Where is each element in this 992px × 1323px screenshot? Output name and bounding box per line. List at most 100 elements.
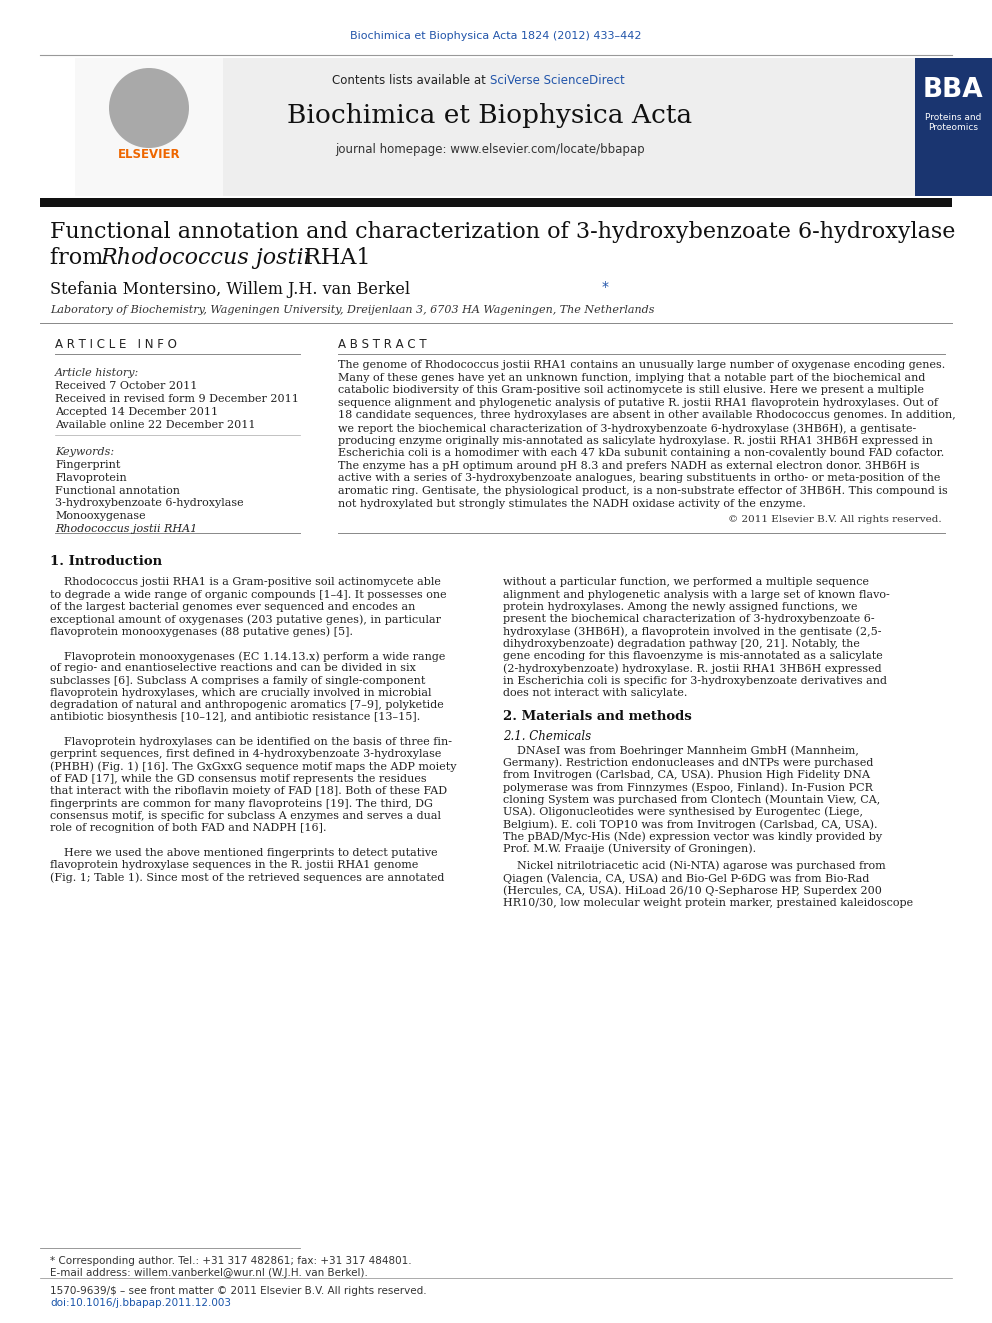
Text: catabolic biodiversity of this Gram-positive soil actinomycete is still elusive.: catabolic biodiversity of this Gram-posi…: [338, 385, 924, 396]
Text: does not interact with salicylate.: does not interact with salicylate.: [503, 688, 687, 699]
Text: ELSEVIER: ELSEVIER: [118, 148, 181, 161]
Bar: [40, 198, 952, 206]
Text: degradation of natural and anthropogenic aromatics [7–9], polyketide: degradation of natural and anthropogenic…: [50, 700, 443, 710]
Text: E-mail address: willem.vanberkel@wur.nl (W.J.H. van Berkel).: E-mail address: willem.vanberkel@wur.nl …: [50, 1267, 368, 1278]
Text: cloning System was purchased from Clontech (Mountain View, CA,: cloning System was purchased from Clonte…: [503, 794, 880, 804]
Text: 18 candidate sequences, three hydroxylases are absent in other available Rhodoco: 18 candidate sequences, three hydroxylas…: [338, 410, 955, 421]
Text: alignment and phylogenetic analysis with a large set of known flavo-: alignment and phylogenetic analysis with…: [503, 590, 890, 599]
Text: Escherichia coli is a homodimer with each 47 kDa subunit containing a non-covale: Escherichia coli is a homodimer with eac…: [338, 448, 944, 458]
Text: © 2011 Elsevier B.V. All rights reserved.: © 2011 Elsevier B.V. All rights reserved…: [728, 515, 942, 524]
Text: The pBAD/Myc-His (Nde) expression vector was kindly provided by: The pBAD/Myc-His (Nde) expression vector…: [503, 831, 882, 841]
Text: in Escherichia coli is specific for 3-hydroxybenzoate derivatives and: in Escherichia coli is specific for 3-hy…: [503, 676, 887, 685]
Text: Biochimica et Biophysica Acta: Biochimica et Biophysica Acta: [288, 102, 692, 127]
Text: Flavoprotein hydroxylases can be identified on the basis of three fin-: Flavoprotein hydroxylases can be identif…: [50, 737, 452, 747]
Text: Keywords:: Keywords:: [55, 447, 114, 456]
Text: antibiotic biosynthesis [10–12], and antibiotic resistance [13–15].: antibiotic biosynthesis [10–12], and ant…: [50, 713, 421, 722]
Text: Qiagen (Valencia, CA, USA) and Bio-Gel P-6DG was from Bio-Rad: Qiagen (Valencia, CA, USA) and Bio-Gel P…: [503, 873, 869, 884]
Text: Here we used the above mentioned fingerprints to detect putative: Here we used the above mentioned fingerp…: [50, 848, 437, 857]
Text: protein hydroxylases. Among the newly assigned functions, we: protein hydroxylases. Among the newly as…: [503, 602, 857, 611]
Bar: [915, 58, 992, 196]
Text: not hydroxylated but strongly stimulates the NADH oxidase activity of the enzyme: not hydroxylated but strongly stimulates…: [338, 499, 806, 508]
Text: Rhodococcus jostii RHA1 is a Gram-positive soil actinomycete able: Rhodococcus jostii RHA1 is a Gram-positi…: [50, 577, 440, 587]
Text: The enzyme has a pH optimum around pH 8.3 and prefers NADH as external electron : The enzyme has a pH optimum around pH 8.…: [338, 460, 920, 471]
Text: gene encoding for this flavoenzyme is mis-annotated as a salicylate: gene encoding for this flavoenzyme is mi…: [503, 651, 883, 662]
Text: A B S T R A C T: A B S T R A C T: [338, 337, 427, 351]
Text: flavoprotein hydroxylases, which are crucially involved in microbial: flavoprotein hydroxylases, which are cru…: [50, 688, 432, 699]
Text: (Hercules, CA, USA). HiLoad 26/10 Q-Sepharose HP, Superdex 200: (Hercules, CA, USA). HiLoad 26/10 Q-Seph…: [503, 885, 882, 896]
Bar: [75, 58, 915, 196]
Text: from Invitrogen (Carlsbad, CA, USA). Phusion High Fidelity DNA: from Invitrogen (Carlsbad, CA, USA). Phu…: [503, 770, 870, 781]
Text: fingerprints are common for many flavoproteins [19]. The third, DG: fingerprints are common for many flavopr…: [50, 799, 433, 808]
Text: that interact with the riboflavin moiety of FAD [18]. Both of these FAD: that interact with the riboflavin moiety…: [50, 786, 447, 796]
Text: Prof. M.W. Fraaije (University of Groningen).: Prof. M.W. Fraaije (University of Gronin…: [503, 844, 756, 855]
Text: USA). Oligonucleotides were synthesised by Eurogentec (Liege,: USA). Oligonucleotides were synthesised …: [503, 807, 863, 818]
Text: 2. Materials and methods: 2. Materials and methods: [503, 710, 691, 724]
Text: Received in revised form 9 December 2011: Received in revised form 9 December 2011: [55, 394, 299, 404]
Text: Rhodococcus jostii RHA1: Rhodococcus jostii RHA1: [55, 524, 197, 534]
Text: (2-hydroxybenzoate) hydroxylase. R. jostii RHA1 3HB6H expressed: (2-hydroxybenzoate) hydroxylase. R. jost…: [503, 663, 882, 673]
Text: active with a series of 3-hydroxybenzoate analogues, bearing substituents in ort: active with a series of 3-hydroxybenzoat…: [338, 474, 940, 483]
Text: Functional annotation: Functional annotation: [55, 486, 180, 496]
Text: Proteomics: Proteomics: [928, 123, 978, 132]
Text: Article history:: Article history:: [55, 368, 139, 378]
Text: Stefania Montersino, Willem J.H. van Berkel: Stefania Montersino, Willem J.H. van Ber…: [50, 282, 416, 299]
Text: SciVerse ScienceDirect: SciVerse ScienceDirect: [490, 74, 625, 86]
Text: to degrade a wide range of organic compounds [1–4]. It possesses one: to degrade a wide range of organic compo…: [50, 590, 446, 599]
Text: flavoprotein hydroxylase sequences in the R. jostii RHA1 genome: flavoprotein hydroxylase sequences in th…: [50, 860, 419, 871]
Text: of FAD [17], while the GD consensus motif represents the residues: of FAD [17], while the GD consensus moti…: [50, 774, 427, 785]
Text: gerprint sequences, first defined in 4-hydroxybenzoate 3-hydroxylase: gerprint sequences, first defined in 4-h…: [50, 749, 441, 759]
Text: Received 7 October 2011: Received 7 October 2011: [55, 381, 197, 392]
Text: 1. Introduction: 1. Introduction: [50, 556, 162, 568]
Text: polymerase was from Finnzymes (Espoo, Finland). In-Fusion PCR: polymerase was from Finnzymes (Espoo, Fi…: [503, 782, 873, 792]
Text: Flavoprotein: Flavoprotein: [55, 472, 127, 483]
Text: flavoprotein monooxygenases (88 putative genes) [5].: flavoprotein monooxygenases (88 putative…: [50, 626, 353, 636]
Text: hydroxylase (3HB6H), a flavoprotein involved in the gentisate (2,5-: hydroxylase (3HB6H), a flavoprotein invo…: [503, 626, 882, 636]
Text: Available online 22 December 2011: Available online 22 December 2011: [55, 419, 256, 430]
Text: without a particular function, we performed a multiple sequence: without a particular function, we perfor…: [503, 577, 869, 587]
Text: Biochimica et Biophysica Acta 1824 (2012) 433–442: Biochimica et Biophysica Acta 1824 (2012…: [350, 30, 642, 41]
Text: of regio- and enantioselective reactions and can be divided in six: of regio- and enantioselective reactions…: [50, 663, 416, 673]
Text: Contents lists available at: Contents lists available at: [332, 74, 490, 86]
Text: dihydroxybenzoate) degradation pathway [20, 21]. Notably, the: dihydroxybenzoate) degradation pathway […: [503, 639, 860, 650]
Text: Functional annotation and characterization of 3-hydroxybenzoate 6-hydroxylase: Functional annotation and characterizati…: [50, 221, 955, 243]
Text: Monooxygenase: Monooxygenase: [55, 511, 146, 521]
Text: Laboratory of Biochemistry, Wageningen University, Dreijenlaan 3, 6703 HA Wageni: Laboratory of Biochemistry, Wageningen U…: [50, 306, 655, 315]
Text: of the largest bacterial genomes ever sequenced and encodes an: of the largest bacterial genomes ever se…: [50, 602, 416, 611]
Text: RHA1: RHA1: [297, 247, 370, 269]
Text: Many of these genes have yet an unknown function, implying that a notable part o: Many of these genes have yet an unknown …: [338, 373, 926, 382]
Text: * Corresponding author. Tel.: +31 317 482861; fax: +31 317 484801.: * Corresponding author. Tel.: +31 317 48…: [50, 1256, 412, 1266]
Text: 3-hydroxybenzoate 6-hydroxylase: 3-hydroxybenzoate 6-hydroxylase: [55, 499, 244, 508]
Text: Belgium). E. coli TOP10 was from Invitrogen (Carlsbad, CA, USA).: Belgium). E. coli TOP10 was from Invitro…: [503, 819, 878, 830]
Text: 2.1. Chemicals: 2.1. Chemicals: [503, 730, 591, 744]
Text: The genome of Rhodococcus jostii RHA1 contains an unusually large number of oxyg: The genome of Rhodococcus jostii RHA1 co…: [338, 360, 945, 370]
Text: consensus motif, is specific for subclass A enzymes and serves a dual: consensus motif, is specific for subclas…: [50, 811, 441, 820]
Text: (Fig. 1; Table 1). Since most of the retrieved sequences are annotated: (Fig. 1; Table 1). Since most of the ret…: [50, 872, 444, 882]
Text: sequence alignment and phylogenetic analysis of putative R. jostii RHA1 flavopro: sequence alignment and phylogenetic anal…: [338, 398, 938, 407]
Text: doi:10.1016/j.bbapap.2011.12.003: doi:10.1016/j.bbapap.2011.12.003: [50, 1298, 231, 1308]
Ellipse shape: [109, 67, 189, 148]
Text: exceptional amount of oxygenases (203 putative genes), in particular: exceptional amount of oxygenases (203 pu…: [50, 614, 441, 624]
Text: subclasses [6]. Subclass A comprises a family of single-component: subclasses [6]. Subclass A comprises a f…: [50, 676, 426, 685]
Text: from: from: [50, 247, 110, 269]
Text: producing enzyme originally mis-annotated as salicylate hydroxylase. R. jostii R: producing enzyme originally mis-annotate…: [338, 435, 932, 446]
Text: BBA: BBA: [923, 77, 983, 103]
Text: 1570-9639/$ – see front matter © 2011 Elsevier B.V. All rights reserved.: 1570-9639/$ – see front matter © 2011 El…: [50, 1286, 427, 1297]
Text: Nickel nitrilotriacetic acid (Ni-NTA) agarose was purchased from: Nickel nitrilotriacetic acid (Ni-NTA) ag…: [503, 861, 886, 872]
Text: role of recognition of both FAD and NADPH [16].: role of recognition of both FAD and NADP…: [50, 823, 326, 833]
Text: Proteins and: Proteins and: [925, 114, 981, 123]
Text: DNAseI was from Boehringer Mannheim GmbH (Mannheim,: DNAseI was from Boehringer Mannheim GmbH…: [503, 745, 859, 755]
Text: HR10/30, low molecular weight protein marker, prestained kaleidoscope: HR10/30, low molecular weight protein ma…: [503, 898, 913, 908]
Text: Rhodococcus jostii: Rhodococcus jostii: [100, 247, 310, 269]
Text: Fingerprint: Fingerprint: [55, 460, 120, 470]
Text: Germany). Restriction endonucleases and dNTPs were purchased: Germany). Restriction endonucleases and …: [503, 758, 873, 769]
Text: (PHBH) (Fig. 1) [16]. The GxGxxG sequence motif maps the ADP moiety: (PHBH) (Fig. 1) [16]. The GxGxxG sequenc…: [50, 762, 456, 773]
Text: Flavoprotein monooxygenases (EC 1.14.13.x) perform a wide range: Flavoprotein monooxygenases (EC 1.14.13.…: [50, 651, 445, 662]
Text: aromatic ring. Gentisate, the physiological product, is a non-substrate effector: aromatic ring. Gentisate, the physiologi…: [338, 486, 947, 496]
Bar: [75, 58, 223, 196]
Text: Accepted 14 December 2011: Accepted 14 December 2011: [55, 407, 218, 417]
Text: present the biochemical characterization of 3-hydroxybenzoate 6-: present the biochemical characterization…: [503, 614, 875, 624]
Text: A R T I C L E   I N F O: A R T I C L E I N F O: [55, 337, 177, 351]
Text: *: *: [602, 280, 609, 294]
Text: journal homepage: www.elsevier.com/locate/bbapap: journal homepage: www.elsevier.com/locat…: [335, 143, 645, 156]
Text: we report the biochemical characterization of 3-hydroxybenzoate 6-hydroxylase (3: we report the biochemical characterizati…: [338, 423, 917, 434]
